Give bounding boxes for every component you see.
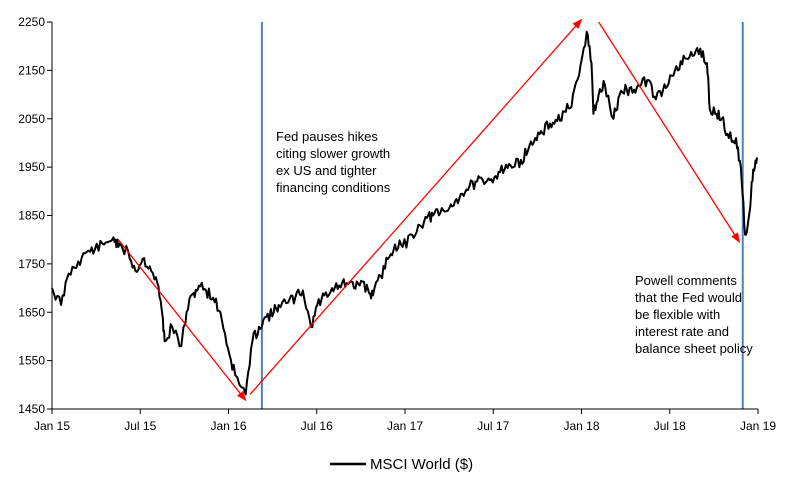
trend-arrow <box>598 21 740 243</box>
x-tick-label: Jan 19 <box>740 419 776 433</box>
annotation-line: Fed pauses hikes <box>276 129 378 144</box>
series-layer <box>51 30 758 396</box>
annotation-line: interest rate and <box>635 324 729 339</box>
y-tick-label: 1850 <box>18 209 45 223</box>
y-tick-label: 1750 <box>18 257 45 271</box>
series-line <box>51 30 758 396</box>
x-tick-label: Jan 18 <box>563 419 599 433</box>
x-tick-label: Jan 15 <box>34 419 70 433</box>
annotations: Fed pauses hikes citing slower growth ex U… <box>276 129 753 356</box>
x-tick-label: Jul 16 <box>301 419 333 433</box>
annotation-line: ex US and tighter <box>276 163 377 178</box>
trend-arrow <box>249 18 583 395</box>
annotation-text: Powell comments that the Fed would be flex… <box>635 273 753 356</box>
annotation-line: that the Fed would <box>635 290 742 305</box>
axes: 1450 1550 1650 1750 1850 1950 2050 2150 2250 Jan … <box>18 15 776 433</box>
trend-arrows <box>117 18 740 402</box>
x-tick-label: Jul 15 <box>124 419 156 433</box>
x-tick-label: Jul 18 <box>654 419 686 433</box>
y-tick-label: 2150 <box>18 63 45 77</box>
y-tick-label: 2050 <box>18 112 45 126</box>
annotation-line: financing conditions <box>276 180 391 195</box>
y-tick-label: 2250 <box>18 15 45 29</box>
legend: MSCI World ($) <box>330 456 473 473</box>
y-tick-label: 1950 <box>18 160 45 174</box>
annotation-text: Fed pauses hikes citing slower growth ex U… <box>276 129 391 195</box>
y-tick-label: 1450 <box>18 402 45 416</box>
annotation-line: balance sheet policy <box>635 341 753 356</box>
y-tick-label: 1650 <box>18 305 45 319</box>
annotation-line: be flexible with <box>635 307 720 322</box>
x-tick-label: Jan 16 <box>210 419 246 433</box>
y-tick-label: 1550 <box>18 354 45 368</box>
annotation-line: citing slower growth <box>276 146 390 161</box>
x-tick-label: Jan 17 <box>387 419 423 433</box>
trend-arrow <box>117 239 247 402</box>
legend-label: MSCI World ($) <box>370 456 473 473</box>
x-tick-label: Jul 17 <box>477 419 509 433</box>
annotation-line: Powell comments <box>635 273 737 288</box>
event-vertical-lines <box>260 22 744 409</box>
